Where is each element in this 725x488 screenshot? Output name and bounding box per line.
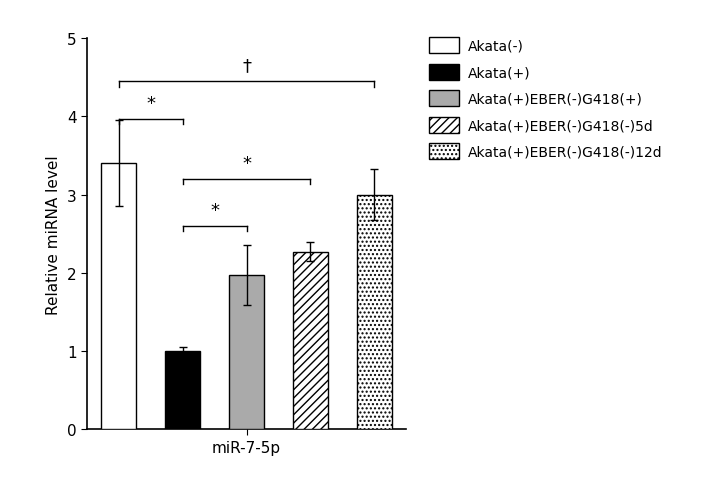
Bar <box>102 164 136 429</box>
Y-axis label: Relative miRNA level: Relative miRNA level <box>46 155 62 314</box>
Text: *: * <box>242 155 251 173</box>
Bar <box>357 195 392 429</box>
Bar <box>165 351 200 429</box>
Legend: Akata(-), Akata(+), Akata(+)EBER(-)G418(+), Akata(+)EBER(-)G418(-)5d, Akata(+)EB: Akata(-), Akata(+), Akata(+)EBER(-)G418(… <box>429 38 663 160</box>
Bar <box>229 276 264 429</box>
Bar <box>293 252 328 429</box>
Text: *: * <box>146 95 155 112</box>
Text: †: † <box>242 57 251 75</box>
Text: *: * <box>210 202 219 220</box>
